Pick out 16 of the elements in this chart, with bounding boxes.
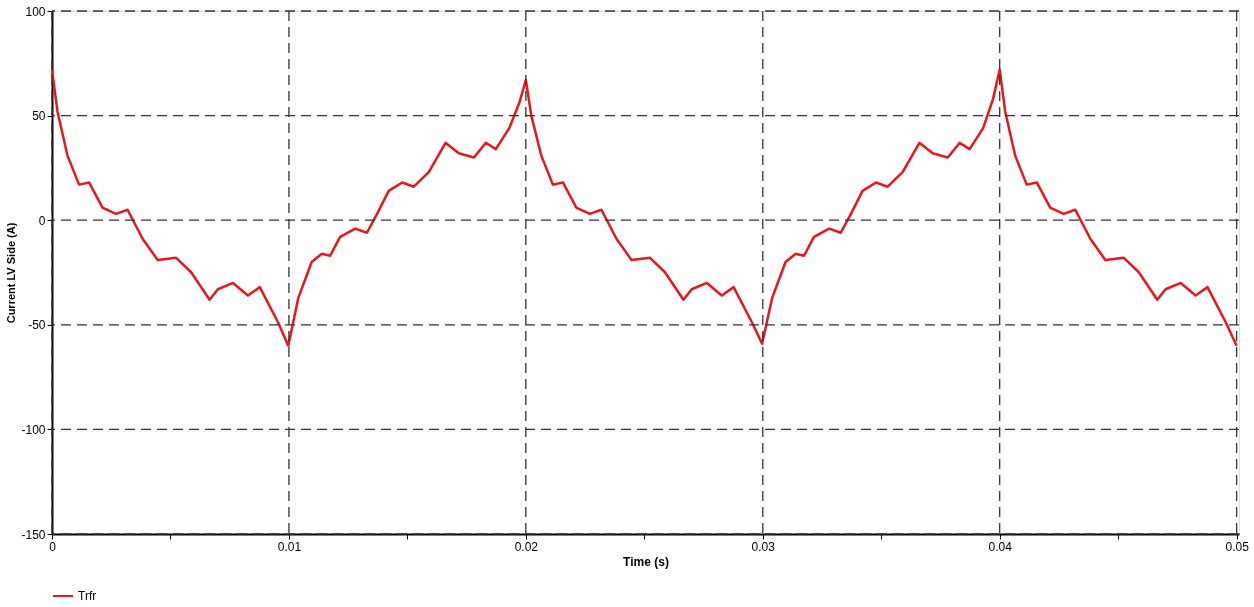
y-tick-label: 0 <box>38 213 46 228</box>
y-tick-label: 100 <box>25 4 46 19</box>
x-tick-label: 0.01 <box>277 539 302 554</box>
x-tick-label: 0.05 <box>1225 539 1250 554</box>
y-tick-label: -150 <box>21 527 46 542</box>
y-tick-label: -50 <box>28 318 46 333</box>
legend-label: Trfr <box>78 589 97 603</box>
x-tick-label: 0 <box>49 539 57 554</box>
x-tick-label: 0.04 <box>988 539 1013 554</box>
line-series <box>50 68 1238 347</box>
x-tick-label: 0.03 <box>751 539 776 554</box>
y-axis-title: Current LV Side (A) <box>5 222 18 324</box>
x-axis-title: Time (s) <box>623 554 669 569</box>
y-tick-label: 50 <box>32 109 46 124</box>
y-tick-label: -100 <box>21 422 46 437</box>
x-tick-label: 0.02 <box>514 539 539 554</box>
